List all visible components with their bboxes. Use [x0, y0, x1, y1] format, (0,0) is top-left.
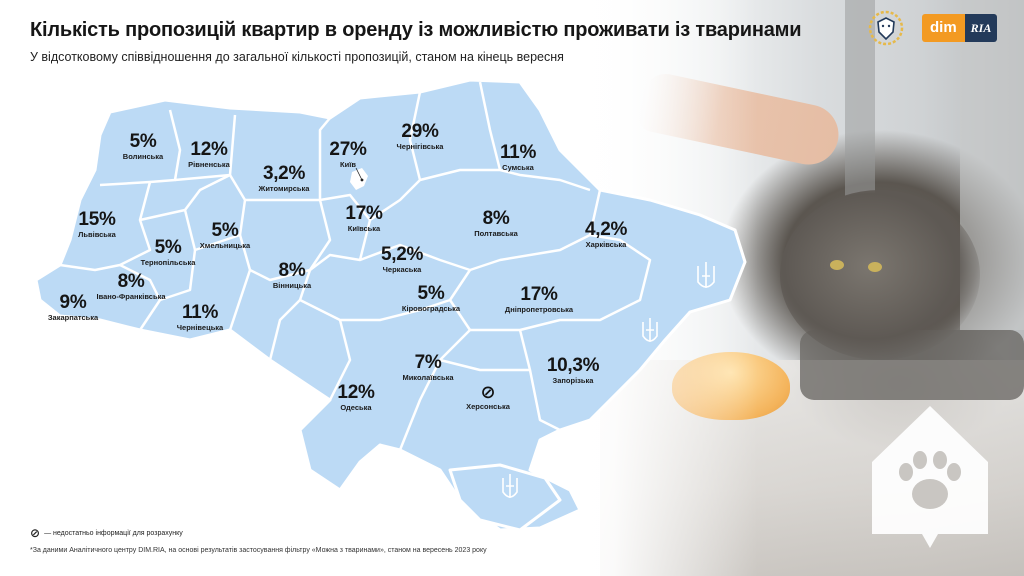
region-lvivska: 15% Львівська: [78, 210, 116, 240]
region-name: Чернігівська: [396, 142, 444, 151]
region-name: Кіровоградська: [401, 304, 461, 313]
region-poltavska: 8% Полтавська: [474, 209, 518, 239]
insufficient-data-icon: ⊘: [30, 526, 41, 540]
region-value: 11%: [499, 142, 537, 163]
region-zhytomyrska: 3,2% Житомирська: [259, 164, 310, 194]
region-name: Полтавська: [474, 229, 518, 238]
page-subtitle: У відсотковому співвідношення до загальн…: [30, 50, 564, 64]
region-name: Київська: [347, 224, 381, 233]
crimea: [448, 463, 562, 532]
legend: ⊘ — недостатньо інформації для розрахунк…: [30, 527, 183, 539]
region-value: 8%: [278, 260, 306, 281]
region-value: 27%: [329, 139, 367, 160]
region-value: 5,2%: [380, 244, 424, 265]
region-name: Рівненська: [188, 160, 230, 169]
region-value: 9%: [59, 292, 87, 313]
trident-icon: [502, 262, 715, 498]
region-name: Черкаська: [382, 265, 422, 274]
region-volynska: 5% Волинська: [123, 132, 163, 162]
region-value: 8%: [117, 271, 145, 292]
region-name: Київ: [340, 160, 356, 169]
paw-house-icon: [872, 406, 988, 548]
region-name: Чернівецька: [176, 323, 224, 332]
ukraine-outline: [34, 78, 747, 532]
region-value: 12%: [337, 382, 375, 403]
ria-logo-text: RIA: [964, 14, 998, 42]
region-zakarpatska: 9% Закарпатська: [48, 293, 98, 323]
region-rivnenska: 12% Рівненська: [188, 140, 230, 170]
region-value: 5%: [154, 237, 182, 258]
region-dnipropetrovska: 17% Дніпропетровська: [505, 285, 573, 315]
region-name: Дніпропетровська: [504, 305, 574, 314]
region-name: Івано-Франківська: [96, 292, 166, 301]
region-kirovohradska: 5% Кіровоградська: [402, 284, 460, 314]
region-value: 17%: [520, 284, 558, 305]
region-kyiv-city: 27% Київ: [329, 140, 366, 170]
region-name: Миколаївська: [402, 373, 454, 382]
region-name: Львівська: [78, 230, 116, 239]
region-name: Одеська: [340, 403, 372, 412]
region-value: 11%: [181, 302, 219, 323]
region-mykolaivska: 7% Миколаївська: [402, 353, 453, 383]
region-sumska: 11% Сумська: [500, 143, 536, 173]
region-value: 8%: [482, 208, 510, 229]
region-value: 5%: [417, 283, 445, 304]
region-name: Запорізька: [552, 376, 594, 385]
legend-text: — недостатньо інформації для розрахунку: [44, 529, 183, 537]
region-chernivetska: 11% Чернівецька: [177, 303, 223, 333]
region-name: Сумська: [502, 163, 534, 172]
region-kyivska: 17% Київська: [345, 204, 382, 234]
region-name: Харківська: [585, 240, 627, 249]
region-ivano-frankivska: 8% Івано-Франківська: [96, 272, 165, 302]
region-name: Житомирська: [258, 184, 310, 193]
dim-ria-logo: dim RIA: [922, 14, 998, 42]
region-cherkaska: 5,2% Черкаська: [381, 245, 423, 275]
region-kharkivska: 4,2% Харківська: [585, 220, 627, 250]
region-value: 29%: [401, 121, 439, 142]
region-chernihivska: 29% Чернігівська: [397, 122, 444, 152]
footnote: *За даними Аналітичного центру DIM.RIA, …: [30, 547, 487, 554]
region-name: Вінницька: [272, 281, 312, 290]
region-value: 7%: [414, 352, 442, 373]
region-name: Херсонська: [466, 402, 510, 411]
region-value: 12%: [190, 139, 228, 160]
region-value: 10,3%: [546, 355, 600, 376]
dim-logo-text: dim: [922, 14, 965, 42]
region-name: Тернопільська: [140, 258, 196, 267]
kyiv-city: [350, 168, 368, 190]
region-value: 5%: [211, 220, 239, 241]
insufficient-data-icon: ⊘: [480, 382, 496, 402]
region-khersonska: ⊘ Херсонська: [466, 382, 510, 412]
region-value: 5%: [129, 131, 157, 152]
region-value: 17%: [345, 203, 383, 224]
lion-emblem-icon: [868, 10, 904, 46]
region-odeska: 12% Одеська: [337, 383, 374, 413]
region-khmelnytska: 5% Хмельницька: [200, 221, 250, 251]
region-value: 4,2%: [584, 219, 628, 240]
region-name: Хмельницька: [199, 241, 251, 250]
region-name: Волинська: [122, 152, 164, 161]
region-value: 3,2%: [262, 163, 306, 184]
region-vinnytska: 8% Вінницька: [273, 261, 311, 291]
page-title: Кількість пропозицій квартир в оренду із…: [30, 19, 802, 41]
region-value: 15%: [78, 209, 116, 230]
region-zaporizka: 10,3% Запорізька: [546, 355, 600, 386]
region-name: Закарпатська: [47, 313, 99, 322]
region-ternopilska: 5% Тернопільська: [141, 238, 196, 268]
